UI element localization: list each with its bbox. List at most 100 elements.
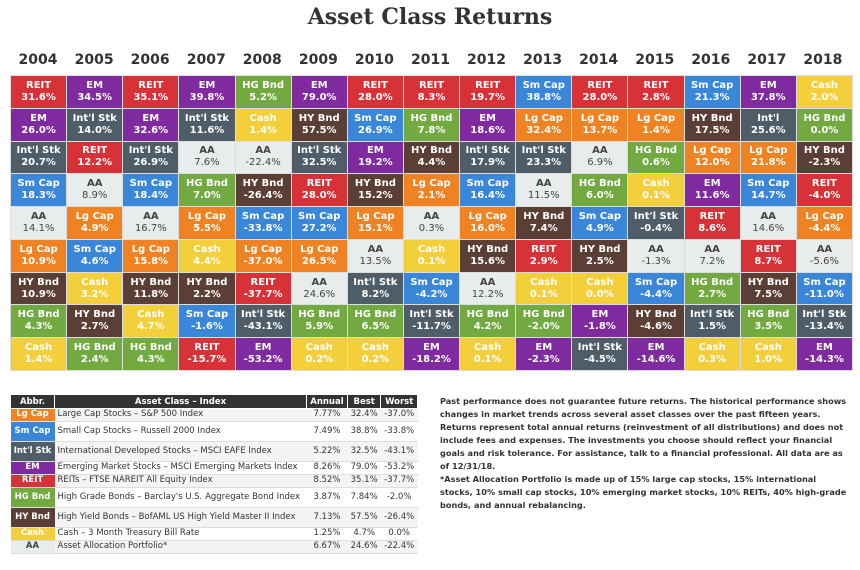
legend-worst: -2.0% — [380, 487, 418, 508]
cell-return-value: -53.2% — [243, 354, 283, 366]
cell-asset-label: EM — [310, 79, 328, 91]
cell-asset-label: HG Bnd — [747, 309, 790, 321]
year-label: 2006 — [130, 52, 170, 68]
legend-name: Large Cap Stocks – S&P 500 Index — [54, 408, 307, 422]
grid-cell-hy-bnd: HY Bnd 10.9% — [11, 272, 67, 305]
cell-asset-label: Cash — [193, 243, 221, 255]
grid-cell-aa: AA 0.3% — [403, 207, 460, 239]
cell-asset-label: HY Bnd — [803, 145, 845, 157]
grid-cell-reit: REIT -4.0% — [796, 174, 852, 207]
legend-header-cell: Abbr. — [10, 394, 55, 409]
cell-asset-label: EM — [423, 342, 440, 354]
cell-asset-label: Cash — [24, 342, 53, 354]
grid-cell-reit: REIT 35.1% — [123, 76, 179, 108]
legend-best: 7.84% — [347, 487, 381, 508]
grid-cell-aa: AA 13.5% — [347, 239, 403, 272]
cell-return-value: 17.9% — [470, 157, 505, 169]
grid-cell-cash: Cash 0.2% — [291, 338, 347, 370]
cell-asset-label: Lg Cap — [243, 243, 283, 255]
grid-cell-sm-cap: Sm Cap -33.8% — [235, 207, 291, 239]
cell-asset-label: EM — [30, 112, 47, 124]
legend-row-int-l-stk: Int'l Stk International Developed Stocks … — [10, 441, 418, 462]
cell-return-value: 14.0% — [77, 124, 113, 136]
grid-cell-sm-cap: Sm Cap 16.4% — [460, 174, 516, 207]
cell-return-value: 18.4% — [133, 190, 169, 202]
grid-cell-lg-cap: Lg Cap 2.1% — [403, 174, 460, 207]
grid-cell-cash: Cash 4.7% — [123, 305, 179, 338]
grid-cell-hy-bnd: HY Bnd 15.2% — [347, 174, 403, 207]
cell-asset-label: Sm Cap — [354, 112, 397, 124]
year-label: 2017 — [747, 52, 787, 68]
cell-asset-label: Sm Cap — [185, 309, 229, 321]
grid-cell-aa: AA 6.9% — [572, 141, 628, 174]
legend-best: 35.1% — [347, 474, 381, 488]
cell-asset-label: Sm Cap — [129, 178, 172, 190]
cell-return-value: 2.7% — [80, 321, 109, 333]
cell-return-value: 15.8% — [133, 255, 169, 267]
cell-asset-label: HY Bnd — [467, 243, 509, 255]
cell-asset-label: Int'l Stk — [184, 112, 230, 124]
grid-cell-reit: REIT -15.7% — [179, 338, 235, 370]
cell-return-value: 20.7% — [21, 157, 56, 169]
cell-return-value: 16.4% — [470, 190, 505, 202]
cell-return-value: -2.3% — [808, 157, 841, 169]
cell-asset-label: HG Bnd — [691, 276, 734, 288]
cell-asset-label: Sm Cap — [241, 210, 285, 222]
legend-annual: 6.67% — [306, 540, 348, 554]
cell-return-value: 5.9% — [305, 321, 334, 333]
cell-return-value: 7.4% — [529, 222, 558, 234]
grid-cell-hg-bnd: HG Bnd 4.2% — [460, 305, 516, 338]
grid-cell-hg-bnd: HG Bnd 6.5% — [347, 305, 403, 338]
legend-annual: 7.13% — [306, 507, 348, 528]
cell-return-value: 26.0% — [21, 124, 56, 136]
year-label: 2012 — [467, 52, 507, 68]
grid-cell-cash: Cash 4.4% — [179, 239, 235, 272]
grid-cell-em: EM 32.6% — [123, 108, 179, 141]
cell-return-value: -22.4% — [245, 157, 281, 169]
cell-asset-label: HG Bnd — [522, 309, 565, 321]
grid-cell-cash: Cash 0.2% — [347, 338, 403, 370]
legend-header-cell: Annual — [305, 394, 348, 409]
grid-cell-em: EM 18.6% — [460, 108, 516, 141]
cell-asset-label: Cash — [249, 112, 277, 124]
cell-asset-label: REIT — [418, 79, 445, 91]
grid-cell-aa: AA 14.6% — [740, 207, 796, 239]
grid-cell-hy-bnd: HY Bnd -26.4% — [235, 174, 291, 207]
legend-annual: 8.52% — [306, 474, 348, 488]
grid-cell-hg-bnd: HG Bnd 5.9% — [291, 305, 347, 338]
cell-asset-label: HY Bnd — [130, 276, 172, 288]
grid-cell-aa: AA 16.7% — [123, 207, 179, 239]
cell-asset-label: AA — [704, 243, 720, 255]
cell-asset-label: HG Bnd — [410, 112, 453, 124]
grid-cell-sm-cap: Sm Cap 14.7% — [740, 174, 796, 207]
grid-cell-int-l-stk: Int'l Stk -11.7% — [403, 305, 460, 338]
cell-return-value: 5.2% — [249, 91, 277, 103]
legend-abbr: Cash — [10, 527, 55, 541]
cell-return-value: -33.8% — [243, 222, 283, 234]
cell-asset-label: Lg Cap — [468, 210, 507, 222]
grid-cell-em: EM 37.8% — [740, 76, 796, 108]
cell-asset-label: HY Bnd — [186, 276, 228, 288]
cell-asset-label: Cash — [642, 178, 670, 190]
cell-return-value: 5.5% — [193, 222, 221, 234]
grid-cell-aa: AA 8.9% — [67, 174, 123, 207]
grid-cell-reit: REIT 8.7% — [740, 239, 796, 272]
cell-asset-label: Lg Cap — [75, 210, 114, 222]
cell-return-value: 0.1% — [529, 288, 558, 300]
legend-row-sm-cap: Sm Cap Small Cap Stocks – Russell 2000 In… — [10, 421, 418, 442]
cell-asset-label: Int'l Stk — [409, 309, 454, 321]
cell-asset-label: Cash — [698, 342, 726, 354]
cell-return-value: 57.5% — [301, 124, 337, 136]
cell-asset-label: Lg Cap — [412, 178, 451, 190]
grid-cell-aa: AA 7.6% — [179, 141, 235, 174]
cell-return-value: 15.1% — [358, 222, 393, 234]
grid-cell-int-l-stk: Int'l Stk -0.4% — [628, 207, 684, 239]
cell-asset-label: REIT — [811, 178, 837, 190]
cell-asset-label: Int'l Stk — [16, 145, 61, 157]
grid-cell-em: EM 11.6% — [684, 174, 740, 207]
cell-return-value: 11.6% — [694, 190, 730, 202]
cell-asset-label: HG Bnd — [17, 309, 60, 321]
cell-return-value: 34.5% — [77, 91, 113, 103]
cell-return-value: 21.3% — [694, 91, 730, 103]
grid-cell-hg-bnd: HG Bnd 4.3% — [11, 305, 67, 338]
